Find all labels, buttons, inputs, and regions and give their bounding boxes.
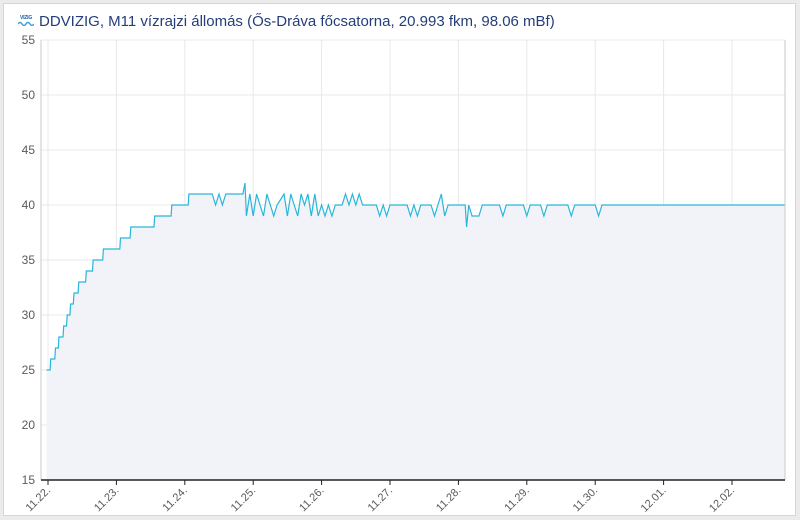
- x-axis-ticks: 11.22. 11.23. 11.24. 11.25. 11.26. 11.27. 11.2…: [24, 480, 737, 515]
- chart-axes: [40, 40, 786, 481]
- x-tick-label: 11.24.: [160, 485, 190, 515]
- series-area: [46, 183, 786, 480]
- logo-wave-icon: [18, 21, 34, 26]
- x-tick-label: 11.22.: [24, 485, 54, 515]
- y-tick-label: 50: [22, 88, 36, 102]
- y-tick-label: 30: [22, 308, 36, 322]
- x-tick-label: 12.01.: [639, 485, 669, 515]
- y-tick-label: 20: [22, 418, 36, 432]
- y-tick-label: 15: [22, 473, 36, 487]
- y-tick-label: 55: [22, 33, 36, 47]
- y-tick-label: 40: [22, 198, 36, 212]
- chart-title: DDVIZIG, M11 vízrajzi állomás (Ős-Dráva …: [39, 12, 555, 30]
- y-tick-label: 25: [22, 363, 36, 377]
- x-tick-label: 11.29.: [502, 485, 532, 515]
- y-tick-label: 35: [22, 253, 36, 267]
- x-tick-label: 11.30.: [571, 485, 601, 515]
- y-tick-label: 45: [22, 143, 36, 157]
- x-tick-label: 11.23.: [92, 485, 122, 515]
- x-tick-label: 11.27.: [366, 485, 396, 515]
- vizig-logo-icon: VIZIG: [18, 15, 34, 27]
- y-axis-ticks: 15 20 25 30 35 40 45 50 55: [22, 33, 36, 487]
- series-line: [46, 182, 785, 371]
- x-tick-label: 11.25.: [229, 485, 259, 515]
- chart-header: VIZIG DDVIZIG, M11 vízrajzi állomás (Ős-…: [4, 10, 555, 32]
- x-tick-label: 11.28.: [434, 485, 464, 515]
- x-tick-label: 12.02.: [707, 485, 737, 515]
- x-tick-label: 11.26.: [297, 485, 327, 515]
